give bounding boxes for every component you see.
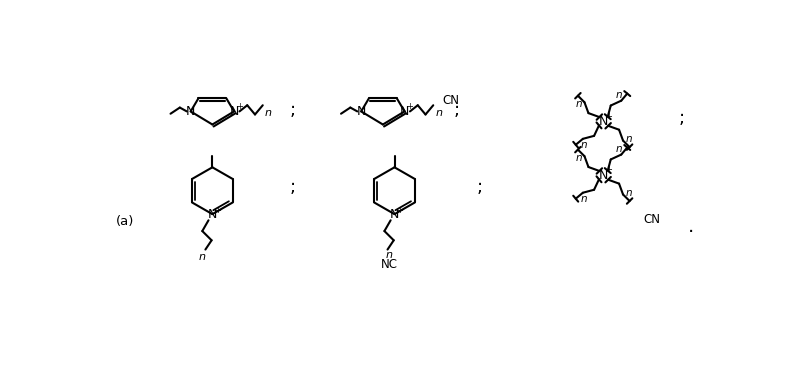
Text: +: + xyxy=(605,111,612,121)
Text: .: . xyxy=(688,218,694,236)
Text: n: n xyxy=(581,194,587,204)
Text: n: n xyxy=(626,188,632,198)
Text: N: N xyxy=(390,208,399,221)
Text: ;: ; xyxy=(289,178,295,196)
Text: ;: ; xyxy=(454,101,459,119)
Text: n: n xyxy=(575,153,582,163)
Text: N: N xyxy=(599,169,609,182)
Text: N: N xyxy=(599,115,609,128)
Text: +: + xyxy=(214,206,222,215)
Text: +: + xyxy=(406,102,414,111)
Text: ;: ; xyxy=(289,101,295,119)
Text: N: N xyxy=(400,105,410,118)
Text: n: n xyxy=(616,90,622,100)
Text: +: + xyxy=(397,206,403,215)
Text: n: n xyxy=(581,140,587,150)
Text: N: N xyxy=(357,105,366,118)
Text: CN: CN xyxy=(442,94,459,107)
Text: n: n xyxy=(265,108,272,118)
Text: ;: ; xyxy=(678,108,684,126)
Text: n: n xyxy=(575,99,582,109)
Text: N: N xyxy=(186,105,195,118)
Text: N: N xyxy=(208,208,217,221)
Text: n: n xyxy=(616,144,622,154)
Text: n: n xyxy=(435,108,442,118)
Text: +: + xyxy=(236,102,243,111)
Text: (a): (a) xyxy=(115,215,134,228)
Text: N: N xyxy=(230,105,238,118)
Text: ;: ; xyxy=(477,178,483,196)
Text: n: n xyxy=(199,252,206,262)
Text: n: n xyxy=(626,134,632,144)
Text: +: + xyxy=(605,165,612,174)
Text: n: n xyxy=(386,250,393,260)
Text: NC: NC xyxy=(381,258,398,271)
Text: CN: CN xyxy=(643,213,660,226)
